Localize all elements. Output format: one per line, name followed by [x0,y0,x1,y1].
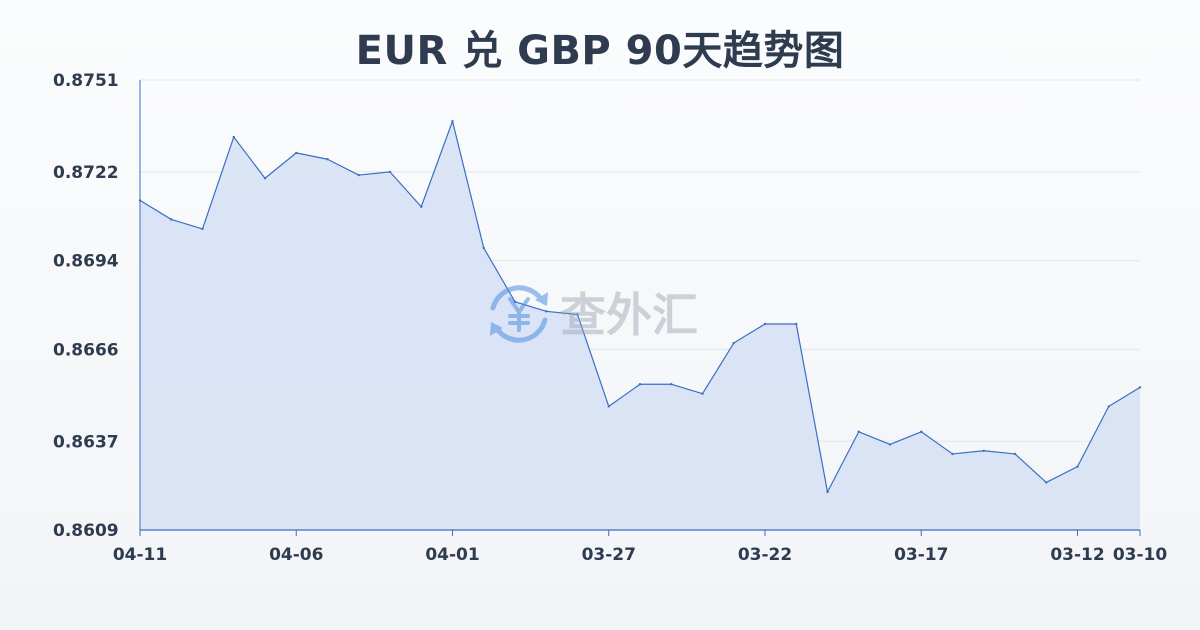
data-point [857,430,860,433]
data-point [1045,481,1048,484]
data-point [295,151,298,155]
data-point [826,490,829,494]
x-tick-label: 04-06 [269,545,323,565]
data-point [888,443,892,446]
data-point [388,170,392,174]
chart-title: EUR 兑 GBP 90天趋势图 [355,28,845,74]
watermark-yen-glyph [508,297,530,332]
data-point [732,341,735,345]
data-point [795,322,798,326]
watermark-arc-top [490,285,544,311]
data-point [201,227,204,231]
data-point [763,322,767,326]
yen-exchange-icon [490,285,548,343]
y-tick-label: 0.8637 [53,432,119,452]
watermark: 查外汇 [490,285,698,343]
watermark-arc-bottom [494,317,548,343]
data-point [326,158,329,161]
y-tick-label: 0.8666 [53,340,119,360]
y-tick-label: 0.8694 [53,252,119,272]
data-point [545,310,548,313]
x-tick-label: 03-12 [1050,545,1104,565]
y-tick-label: 0.8609 [53,521,119,541]
data-point [1013,452,1017,456]
data-point [357,173,360,177]
x-tick-label: 03-10 [1113,545,1168,565]
y-tick-label: 0.8751 [53,71,119,91]
data-point [607,405,610,408]
data-point [982,449,985,452]
watermark-arrow-top [535,292,548,306]
data-point [170,218,173,221]
y-tick-label: 0.8722 [53,163,119,183]
data-point [263,177,267,180]
x-tick-label: 03-22 [738,545,792,565]
data-point [951,452,954,456]
watermark-arrow-bottom [490,322,503,336]
x-tick-label: 04-11 [113,545,167,565]
x-tick-label: 04-01 [425,545,479,565]
x-tick-label: 03-27 [582,545,636,565]
data-point [670,383,673,386]
data-point [420,205,423,208]
data-point [920,430,923,433]
data-point [482,246,485,250]
data-point [1107,405,1110,408]
data-point [576,313,579,316]
data-point [701,392,704,395]
area-fill [140,121,1140,530]
data-point [638,383,642,386]
data-point [451,120,454,123]
data-point [1076,465,1079,468]
data-point [232,135,235,139]
watermark-text: 查外汇 [560,288,698,342]
data-point [1138,386,1142,389]
x-tick-label: 03-17 [894,545,948,565]
